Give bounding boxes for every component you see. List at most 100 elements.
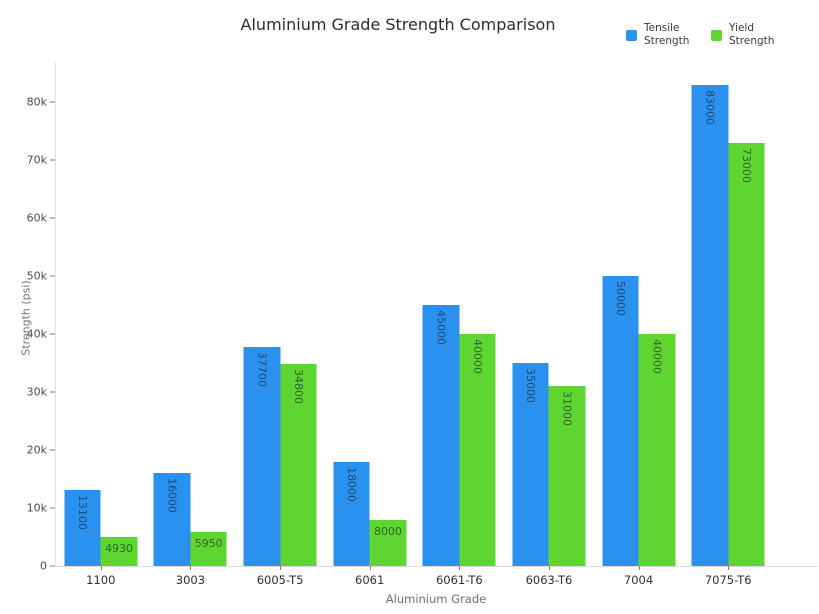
y-tick: 20k [27, 444, 56, 457]
y-tick: 70k [27, 154, 56, 167]
bar-pair: 50000 40000 [602, 276, 676, 566]
bar-groups: 13100 4930 1100 16000 5950 3003 37700 34800 6005… [56, 62, 773, 587]
bar-pair: 83000 73000 [691, 84, 765, 566]
bar-value-label: 50000 [613, 281, 627, 316]
x-tick-label: 6005-T5 [256, 573, 304, 587]
chart-title: Aluminium Grade Strength Comparison [240, 15, 556, 34]
x-tick-mark [100, 566, 102, 570]
category-group-7004: 50000 40000 7004 [594, 62, 684, 587]
x-tick-label: 6061 [355, 573, 385, 587]
y-tick: 80k [27, 96, 56, 109]
y-tick: 50k [27, 270, 56, 283]
y-tick-label: 50k [26, 269, 47, 283]
legend: Tensile Strength Yield Strength [626, 22, 779, 48]
y-tick-mark [50, 507, 55, 509]
y-tick-label: 40k [26, 327, 47, 341]
x-tick-label: 6063-T6 [525, 573, 573, 587]
x-tick-mark [638, 566, 640, 570]
bar-tensile-strength-1100[interactable]: 13100 [64, 490, 101, 566]
y-tick-mark [50, 217, 55, 219]
y-tick-label: 70k [26, 153, 47, 167]
bar-yield-strength-6061-t6[interactable]: 40000 [459, 334, 496, 566]
category-group-6005-t5: 37700 34800 6005-T5 [235, 62, 325, 587]
x-tick-label: 3003 [175, 573, 206, 587]
bar-value-label: 83000 [703, 89, 717, 125]
bar-tensile-strength-6061[interactable]: 18000 [333, 461, 370, 566]
bar-tensile-strength-6005-t5[interactable]: 37700 [243, 347, 281, 566]
category-group-1100: 13100 4930 1100 [56, 62, 146, 587]
bar-tensile-strength-6061-t6[interactable]: 45000 [422, 305, 460, 566]
bar-value-label: 37700 [255, 352, 269, 388]
bar-tensile-strength-7004[interactable]: 50000 [602, 276, 639, 566]
bar-value-label: 8000 [373, 524, 402, 538]
bar-value-label: 73000 [739, 147, 753, 183]
bar-pair: 18000 8000 [333, 461, 407, 566]
bar-yield-strength-3003[interactable]: 5950 [190, 531, 227, 566]
bar-yield-strength-6005-t5[interactable]: 34800 [280, 364, 317, 566]
x-tick-mark [280, 566, 282, 570]
bar-value-label: 5950 [194, 536, 223, 550]
bar-value-label: 16000 [165, 478, 179, 514]
y-tick-mark [50, 391, 55, 393]
y-tick: 60k [27, 212, 56, 225]
category-group-3003: 16000 5950 3003 [146, 62, 236, 587]
bar-yield-strength-7075-t6[interactable]: 73000 [728, 142, 765, 566]
x-tick-mark [459, 566, 461, 570]
bar-value-label: 4930 [105, 542, 134, 556]
bar-value-label: 31000 [560, 391, 574, 427]
bar-value-label: 34800 [291, 369, 305, 405]
legend-swatch-icon [711, 29, 722, 41]
y-tick-label: 20k [26, 443, 47, 457]
y-axis-title: Strength (psi) [19, 280, 33, 356]
y-tick: 40k [27, 328, 56, 341]
bar-tensile-strength-7075-t6[interactable]: 83000 [691, 84, 729, 566]
y-tick-mark [50, 159, 55, 161]
y-tick-label: 0 [40, 559, 47, 573]
y-tick-mark [50, 101, 55, 103]
bar-yield-strength-6063-t6[interactable]: 31000 [548, 386, 586, 566]
legend-label: Tensile Strength [644, 22, 690, 48]
bar-value-label: 40000 [650, 339, 664, 374]
bar-yield-strength-6061[interactable]: 8000 [369, 519, 407, 566]
x-tick-label: 7075-T6 [704, 573, 752, 587]
bar-yield-strength-7004[interactable]: 40000 [638, 334, 676, 566]
plot-area: 0 10k 20k 30k 40k 50k 60k 70k 80k 13100 4930 1100 1… [27, 62, 818, 587]
category-group-7075-t6: 83000 73000 7075-T6 [683, 62, 773, 587]
legend-item-yield-strength[interactable]: Yield Strength [711, 22, 779, 48]
x-axis-title: Aluminium Grade [385, 592, 487, 606]
y-tick-mark [50, 275, 55, 277]
y-tick: 0 [40, 560, 56, 573]
category-group-6061: 18000 8000 6061 [325, 62, 415, 587]
legend-item-tensile-strength[interactable]: Tensile Strength [626, 22, 694, 48]
bar-pair: 37700 34800 [243, 347, 317, 566]
category-group-6061-t6: 45000 40000 6061-T6 [415, 62, 505, 587]
y-tick: 30k [27, 386, 56, 399]
x-tick-label: 7004 [623, 573, 654, 587]
bar-value-label: 18000 [344, 466, 358, 502]
bar-tensile-strength-6063-t6[interactable]: 35000 [512, 363, 549, 566]
y-tick-mark [50, 333, 55, 335]
y-tick-label: 10k [26, 501, 47, 515]
y-tick: 10k [27, 502, 56, 515]
bar-tensile-strength-3003[interactable]: 16000 [153, 473, 191, 566]
bar-value-label: 45000 [434, 310, 448, 345]
bar-pair: 13100 4930 [64, 490, 138, 566]
bar-pair: 16000 5950 [153, 473, 227, 566]
x-tick-label: 6061-T6 [435, 573, 483, 587]
y-tick-label: 30k [26, 385, 47, 399]
bar-value-label: 40000 [471, 339, 485, 374]
x-tick-mark [190, 566, 192, 570]
bar-pair: 45000 40000 [422, 305, 496, 566]
y-tick-label: 60k [26, 211, 47, 225]
bar-pair: 35000 31000 [512, 363, 586, 566]
bar-yield-strength-1100[interactable]: 4930 [100, 537, 138, 566]
y-tick-mark [50, 565, 55, 567]
bar-value-label: 35000 [524, 368, 538, 403]
category-group-6063-t6: 35000 31000 6063-T6 [504, 62, 594, 587]
x-tick-mark [548, 566, 550, 570]
bar-value-label: 13100 [76, 495, 90, 530]
x-tick-mark [369, 566, 371, 570]
legend-label: Yield Strength [729, 22, 775, 48]
y-tick-mark [50, 449, 55, 451]
